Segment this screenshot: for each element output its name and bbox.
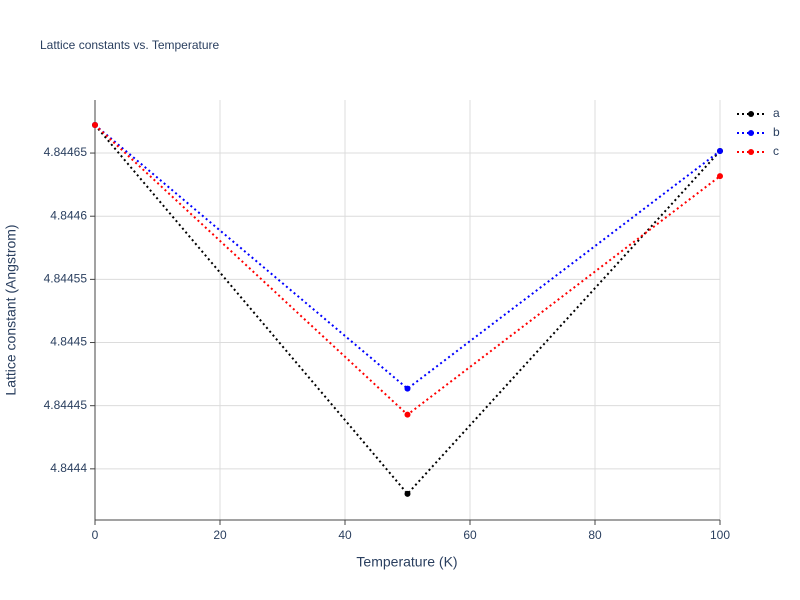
x-tick-label: 80 (588, 528, 602, 542)
x-tick-label: 0 (92, 528, 99, 542)
x-tick-label: 40 (338, 528, 352, 542)
point (404, 490, 411, 497)
y-tick-label: 4.8444 (50, 461, 87, 475)
x-tick-label: 100 (710, 528, 730, 542)
y-axis-title: Lattice constant (Angstrom) (3, 224, 19, 395)
y-tick-label: 4.8446 (50, 208, 87, 222)
x-tick-label: 20 (213, 528, 227, 542)
y-tick-label: 4.84455 (44, 272, 88, 286)
legend-marker (748, 130, 754, 136)
legend-label: b (773, 125, 780, 139)
chart-title: Lattice constants vs. Temperature (40, 38, 220, 52)
series-line (94, 124, 721, 496)
x-tick-label: 60 (463, 528, 477, 542)
point (404, 385, 411, 392)
legend-label: a (773, 106, 780, 120)
legend-marker (748, 111, 754, 117)
point (717, 173, 723, 180)
y-tick-label: 4.8445 (50, 335, 87, 349)
point (717, 148, 723, 155)
series-line (94, 124, 721, 390)
point (404, 411, 411, 418)
legend-label: c (773, 144, 779, 158)
x-axis-title: Temperature (K) (356, 554, 457, 570)
y-tick-label: 4.84465 (44, 145, 88, 159)
legend-marker (748, 149, 754, 155)
y-tick-label: 4.84445 (44, 398, 88, 412)
point (92, 122, 98, 129)
